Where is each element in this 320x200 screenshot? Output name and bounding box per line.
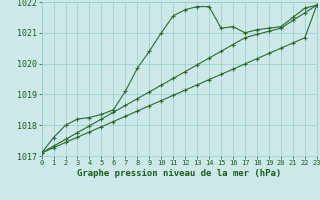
- X-axis label: Graphe pression niveau de la mer (hPa): Graphe pression niveau de la mer (hPa): [77, 169, 281, 178]
